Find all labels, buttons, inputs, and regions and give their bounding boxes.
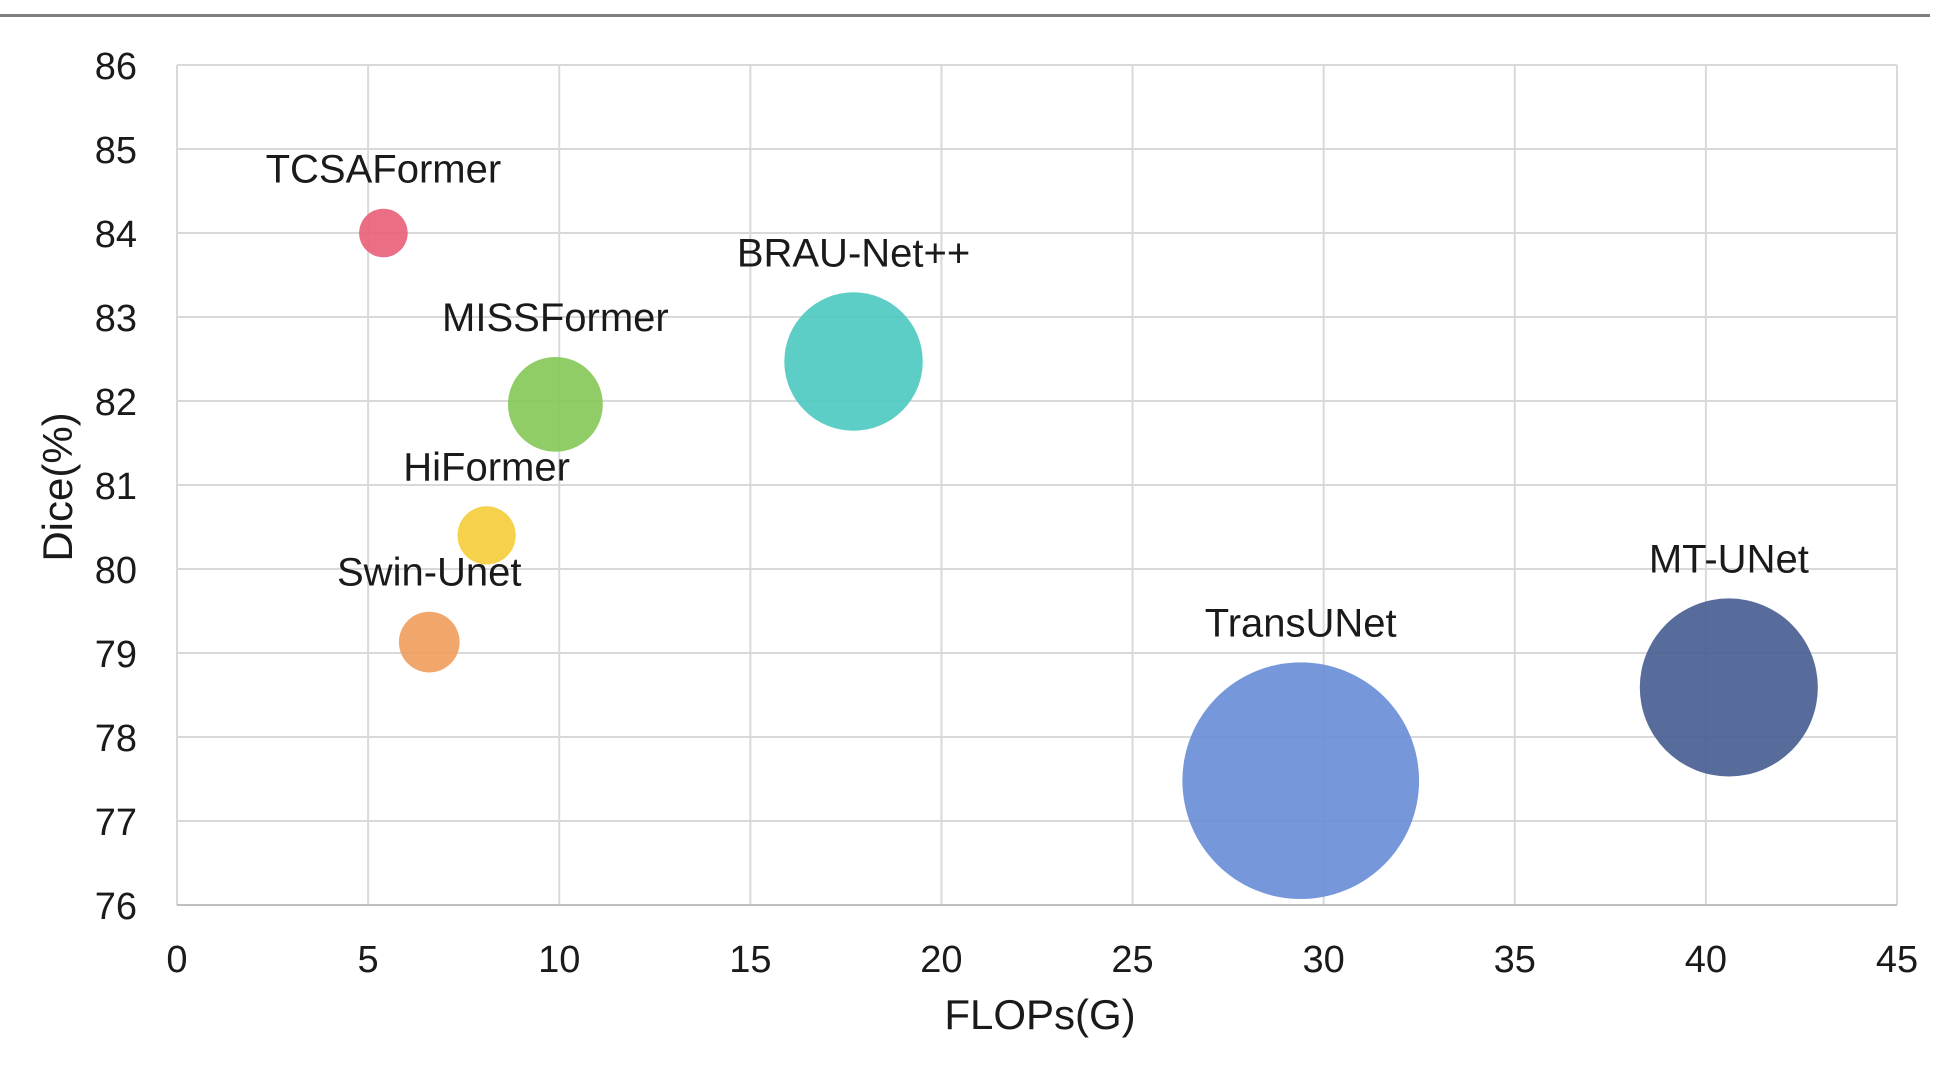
bubble-label-layer: TCSAFormer Swin-Unet HiFormer MISSFormer BRA…: [266, 148, 1809, 646]
bubble-mt-unet: [1639, 598, 1818, 777]
y-tick-label: 83: [95, 298, 137, 340]
x-tick-label: 0: [166, 939, 187, 981]
x-tick-label: 15: [729, 939, 771, 981]
x-tick-label: 40: [1685, 939, 1727, 981]
axes-layer: 76 77 78 79 80 81 82 83 84 85 86 0 5 10 15 20 25 30 35 40 45: [95, 46, 1918, 981]
bubble-label: Swin-Unet: [337, 551, 522, 595]
grid-layer: [176, 64, 1898, 905]
x-axis-label: FLOPs(G): [944, 991, 1135, 1038]
bubble-transunet: [1182, 662, 1420, 900]
bubble-hiformer: [457, 506, 516, 565]
y-tick-label: 78: [95, 718, 137, 760]
bubble-label: HiFormer: [403, 445, 570, 489]
bubble-tcsaformer: [359, 208, 408, 258]
y-tick-label: 76: [95, 886, 137, 928]
y-tick-label: 81: [95, 466, 137, 508]
x-tick-label: 45: [1876, 939, 1918, 981]
y-tick-label: 80: [95, 550, 137, 592]
bubble-swin-unet: [398, 611, 460, 673]
bubble-layer: [359, 208, 1818, 900]
bubble-label: BRAU-Net++: [737, 231, 970, 275]
x-tick-label: 20: [920, 939, 962, 981]
bubble-label: MISSFormer: [442, 296, 669, 340]
y-tick-label: 84: [95, 214, 137, 256]
bubble-label: TCSAFormer: [266, 148, 502, 192]
x-tick-label: 25: [1111, 939, 1153, 981]
x-tick-label: 5: [358, 939, 379, 981]
x-tick-label: 10: [538, 939, 580, 981]
bubble-brau-net-: [784, 292, 923, 431]
y-tick-label: 82: [95, 382, 137, 424]
top-rule: [0, 14, 1930, 17]
x-tick-label: 30: [1303, 939, 1345, 981]
y-tick-label: 85: [95, 130, 137, 172]
bubble-missformer: [507, 356, 603, 452]
bubble-label: TransUNet: [1205, 601, 1397, 645]
x-tick-label: 35: [1494, 939, 1536, 981]
y-tick-label: 79: [95, 634, 137, 676]
y-tick-label: 77: [95, 802, 137, 844]
y-tick-label: 86: [95, 46, 137, 88]
y-axis-label: Dice(%): [34, 412, 81, 561]
bubble-label: MT-UNet: [1649, 537, 1809, 581]
